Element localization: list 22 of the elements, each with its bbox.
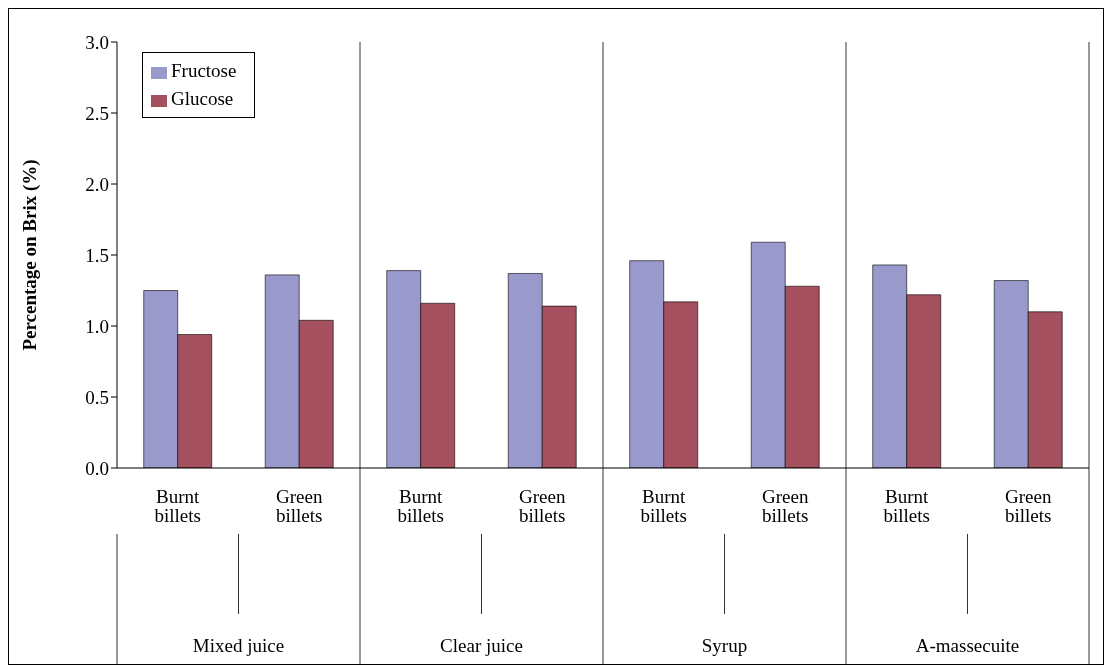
y-tick-label: 0.0 [85, 457, 109, 479]
y-axis-title: Percentage on Brix (%) [18, 159, 41, 351]
x-tick-label: Green billets [1005, 486, 1052, 527]
x-tick-label: Burnt billets [397, 486, 444, 527]
y-tick-label: 2.0 [85, 173, 109, 195]
x-tick-label: Burnt billets [154, 486, 201, 527]
x-tick-label: Burnt billets [640, 486, 687, 527]
y-tick-label: 2.5 [85, 102, 109, 124]
y-tick-label: 0.5 [85, 386, 109, 408]
text: Mixed juice [192, 635, 285, 656]
y-tick-label: 1.5 [85, 244, 109, 266]
x-tick-label: Green billets [519, 486, 566, 527]
x-tick-label: Green billets [276, 486, 323, 527]
text: Clear juice [440, 635, 523, 656]
x-tick-label: Green billets [762, 486, 809, 527]
text: Syrup [701, 635, 748, 656]
text: A-massecuite [915, 635, 1020, 656]
y-tick-label: 3.0 [85, 31, 109, 53]
legend-label: Glucose [171, 88, 234, 109]
x-tick-label: Burnt billets [883, 486, 930, 527]
y-tick-label: 1.0 [85, 315, 109, 337]
legend-label: Fructose [171, 60, 237, 81]
